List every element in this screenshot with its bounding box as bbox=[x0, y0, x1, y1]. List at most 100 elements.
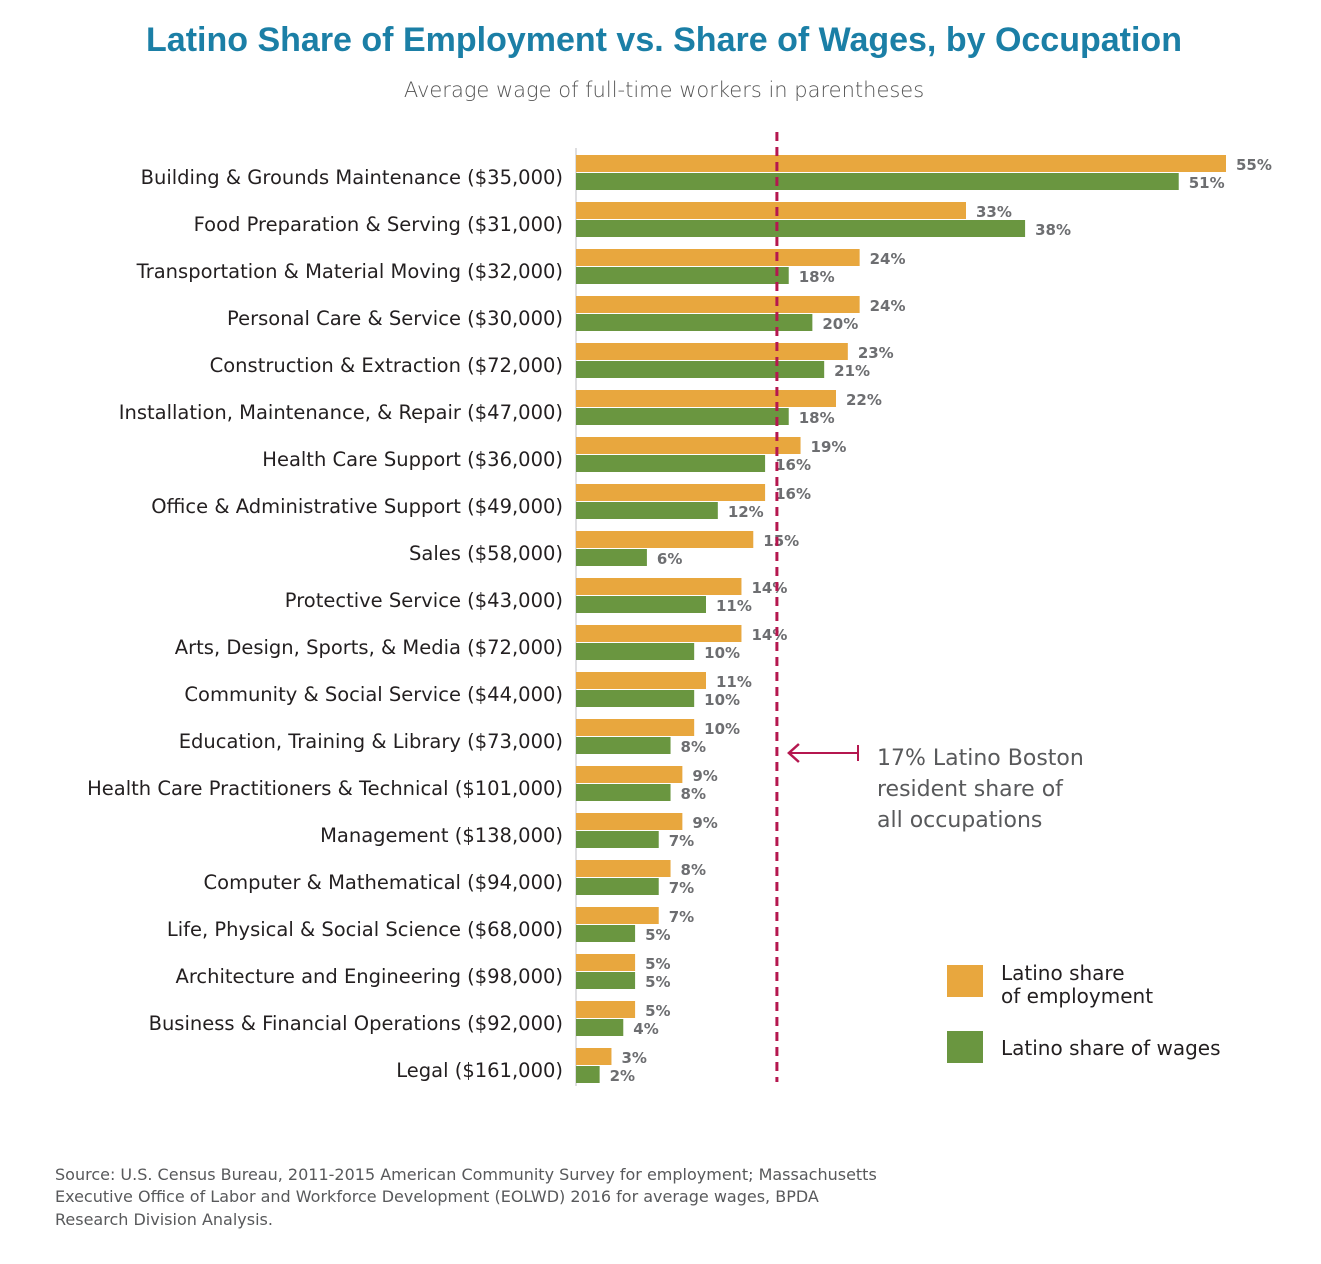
bar-wages bbox=[576, 925, 636, 942]
chart-title: Latino Share of Employment vs. Share of … bbox=[146, 21, 1182, 59]
source-line-1: Source: U.S. Census Bureau, 2011-2015 Am… bbox=[55, 1165, 877, 1184]
data-label-employment: 55% bbox=[1236, 156, 1272, 174]
bar-employment bbox=[576, 672, 706, 689]
bar-employment bbox=[576, 484, 766, 501]
category-label: Food Preparation & Serving ($31,000) bbox=[194, 213, 563, 236]
legend-swatch-wages bbox=[947, 1031, 983, 1063]
reference-annotation: all occupations bbox=[877, 808, 1042, 833]
bar-wages bbox=[576, 1019, 624, 1036]
data-label-wages: 38% bbox=[1035, 221, 1071, 239]
data-label-wages: 11% bbox=[716, 597, 752, 615]
data-label-employment: 19% bbox=[811, 438, 847, 456]
category-label: Personal Care & Service ($30,000) bbox=[227, 307, 563, 330]
data-label-wages: 7% bbox=[669, 832, 694, 850]
category-label: Arts, Design, Sports, & Media ($72,000) bbox=[175, 636, 563, 659]
bar-wages bbox=[576, 972, 636, 989]
data-label-wages: 4% bbox=[633, 1020, 658, 1038]
bar-employment bbox=[576, 766, 683, 783]
bar-employment bbox=[576, 860, 671, 877]
category-label: Office & Administrative Support ($49,000… bbox=[151, 495, 563, 518]
bar-employment bbox=[576, 343, 848, 360]
legend-label-employment-2: of employment bbox=[1001, 984, 1153, 1008]
data-label-employment: 10% bbox=[704, 720, 740, 738]
bar-wages bbox=[576, 502, 718, 519]
data-label-employment: 9% bbox=[692, 814, 717, 832]
bar-wages bbox=[576, 220, 1026, 237]
data-label-wages: 8% bbox=[681, 785, 706, 803]
bar-wages bbox=[576, 408, 789, 425]
bar-wages bbox=[576, 831, 659, 848]
data-label-employment: 7% bbox=[669, 908, 694, 926]
source-line-2: Executive Office of Labor and Workforce … bbox=[55, 1187, 819, 1206]
data-label-employment: 33% bbox=[976, 203, 1012, 221]
bar-employment bbox=[576, 437, 801, 454]
data-label-wages: 16% bbox=[775, 456, 811, 474]
category-label: Sales ($58,000) bbox=[409, 542, 563, 565]
category-label: Protective Service ($43,000) bbox=[285, 589, 563, 612]
data-label-wages: 8% bbox=[681, 738, 706, 756]
data-label-wages: 18% bbox=[799, 409, 835, 427]
bar-wages bbox=[576, 643, 695, 660]
bar-wages bbox=[576, 878, 659, 895]
bar-employment bbox=[576, 625, 742, 642]
bar-employment bbox=[576, 1048, 612, 1065]
data-label-wages: 10% bbox=[704, 691, 740, 709]
chart-subtitle: Average wage of full-time workers in par… bbox=[404, 78, 924, 102]
data-label-wages: 51% bbox=[1189, 174, 1225, 192]
bar-wages bbox=[576, 455, 766, 472]
data-label-employment: 8% bbox=[681, 861, 706, 879]
data-label-employment: 5% bbox=[645, 955, 670, 973]
data-label-wages: 10% bbox=[704, 644, 740, 662]
data-label-wages: 6% bbox=[657, 550, 682, 568]
data-label-employment: 14% bbox=[751, 626, 787, 644]
category-label: Community & Social Service ($44,000) bbox=[184, 683, 563, 706]
bar-employment bbox=[576, 390, 836, 407]
data-label-employment: 24% bbox=[870, 297, 906, 315]
bar-wages bbox=[576, 1066, 600, 1083]
legend-swatch-employment bbox=[947, 965, 983, 997]
data-label-wages: 2% bbox=[610, 1067, 635, 1085]
bar-employment bbox=[576, 155, 1226, 172]
legend-label-wages: Latino share of wages bbox=[1001, 1036, 1221, 1060]
bar-wages bbox=[576, 173, 1179, 190]
bar-wages bbox=[576, 596, 706, 613]
data-label-employment: 11% bbox=[716, 673, 752, 691]
reference-annotation: resident share of bbox=[877, 777, 1064, 802]
data-label-employment: 23% bbox=[858, 344, 894, 362]
category-label: Health Care Support ($36,000) bbox=[262, 448, 563, 471]
category-label: Building & Grounds Maintenance ($35,000) bbox=[141, 166, 563, 189]
bar-wages bbox=[576, 361, 825, 378]
category-label: Computer & Mathematical ($94,000) bbox=[204, 871, 563, 894]
category-label: Installation, Maintenance, & Repair ($47… bbox=[119, 401, 563, 424]
data-label-wages: 5% bbox=[645, 926, 670, 944]
bar-employment bbox=[576, 202, 966, 219]
data-label-employment: 15% bbox=[763, 532, 799, 550]
bar-employment bbox=[576, 531, 754, 548]
category-label: Business & Financial Operations ($92,000… bbox=[149, 1012, 563, 1035]
source-line-3: Research Division Analysis. bbox=[55, 1210, 273, 1229]
data-label-employment: 14% bbox=[751, 579, 787, 597]
data-label-wages: 5% bbox=[645, 973, 670, 991]
reference-annotation: 17% Latino Boston bbox=[877, 746, 1084, 771]
category-label: Health Care Practitioners & Technical ($… bbox=[87, 777, 563, 800]
data-label-employment: 5% bbox=[645, 1002, 670, 1020]
category-label: Architecture and Engineering ($98,000) bbox=[175, 965, 563, 988]
legend-label-employment-1: Latino share bbox=[1001, 961, 1125, 985]
annotation-arrow-head-icon bbox=[787, 743, 800, 763]
category-label: Management ($138,000) bbox=[320, 824, 563, 847]
bar-wages bbox=[576, 737, 671, 754]
bar-wages bbox=[576, 784, 671, 801]
bar-wages bbox=[576, 314, 813, 331]
data-label-employment: 9% bbox=[692, 767, 717, 785]
data-label-wages: 18% bbox=[799, 268, 835, 286]
data-label-wages: 20% bbox=[822, 315, 858, 333]
category-label: Education, Training & Library ($73,000) bbox=[179, 730, 563, 753]
bar-employment bbox=[576, 578, 742, 595]
data-label-wages: 21% bbox=[834, 362, 870, 380]
category-label: Life, Physical & Social Science ($68,000… bbox=[167, 918, 563, 941]
bar-wages bbox=[576, 267, 789, 284]
bar-employment bbox=[576, 813, 683, 830]
category-label: Construction & Extraction ($72,000) bbox=[210, 354, 563, 377]
bar-employment bbox=[576, 296, 860, 313]
